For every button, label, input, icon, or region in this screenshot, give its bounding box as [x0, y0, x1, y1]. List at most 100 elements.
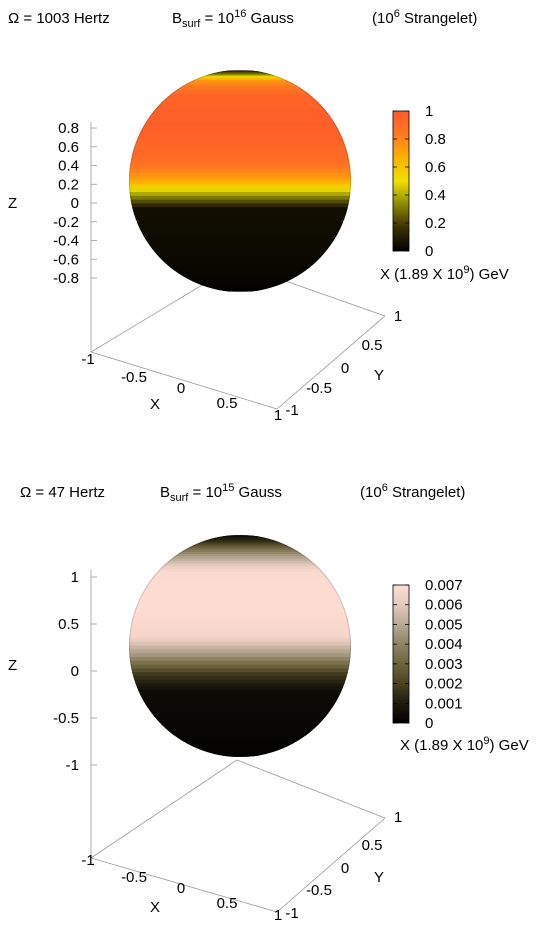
x-tick-label: -1 [81, 852, 94, 869]
panel-1-floor-front-right [276, 315, 386, 410]
colorbar-tick-label: 0 [425, 715, 433, 732]
panel-2-sl-close: Strangelet) [388, 484, 466, 501]
sphere-band [129, 128, 351, 134]
panel-1-y-label: Y [374, 367, 384, 384]
panel-2-strangelet: (106 Strangelet) [360, 482, 465, 501]
sphere-band [129, 254, 351, 258]
sphere-band [129, 750, 351, 753]
sphere-band [129, 146, 351, 152]
sphere-band [129, 630, 351, 635]
x-tick-label: -0.5 [121, 369, 147, 386]
sphere-band [129, 85, 351, 89]
panel-2-z-label: Z [8, 657, 17, 674]
panel-2-title: Ω = 47 Hertz [20, 484, 105, 501]
sphere-band [129, 132, 351, 137]
sphere-band [129, 91, 351, 95]
panel-1: Ω = 1003 Hertz Bsurf = 1016 Gauss (106 S… [8, 8, 509, 424]
sphere-band [129, 96, 351, 100]
sphere-band [129, 78, 351, 81]
x-tick-label: -0.5 [121, 869, 147, 886]
z-tick-label: -0.2 [53, 214, 79, 231]
panel-2-floor-front-right [276, 817, 386, 913]
sphere-band [129, 109, 351, 114]
panel-1-cb-label-post: ) GeV [470, 266, 509, 283]
sphere-band [129, 716, 351, 721]
sphere-band [129, 262, 351, 266]
y-tick-label: -0.5 [306, 380, 332, 397]
sphere-band [129, 649, 351, 655]
sphere-band [129, 568, 351, 573]
sphere-band [129, 184, 351, 190]
panel-2-floor-back-left [90, 759, 238, 859]
sphere-band [129, 719, 351, 724]
sphere-band [129, 161, 351, 167]
colorbar-tick-label: 0.001 [425, 695, 463, 712]
sphere-band [129, 577, 351, 582]
sphere-band [129, 259, 351, 264]
sphere-band [129, 747, 351, 751]
sphere-band [129, 703, 351, 709]
sphere-band [129, 668, 351, 674]
sphere-band [129, 679, 351, 685]
sphere-band [129, 693, 351, 699]
x-tick-label: 0.5 [217, 895, 238, 912]
panel-2-y-ticks: -1 -0.5 0 0.5 1 [285, 809, 402, 922]
sphere-band [129, 74, 351, 77]
sphere-band [129, 89, 351, 93]
colorbar-tick-label: 0 [425, 243, 433, 260]
sphere-band [129, 225, 351, 230]
y-tick-label: 0 [341, 360, 349, 377]
panel-1-omega-value: = 1003 Hertz [19, 10, 109, 27]
panel-1-z-label: Z [8, 195, 17, 212]
colorbar-tick-label: 1 [425, 103, 433, 120]
colorbar-tick-label: 0.4 [425, 187, 446, 204]
sphere-band [129, 597, 351, 602]
colorbar-tick-label: 0.007 [425, 577, 463, 594]
panel-1-sl-exp: 6 [394, 8, 400, 20]
z-tick-label: -1 [66, 757, 79, 774]
sphere-band [129, 749, 351, 752]
x-tick-label: 0 [177, 880, 185, 897]
sphere-band [129, 256, 351, 261]
sphere-band [129, 135, 351, 141]
sphere-band [129, 139, 351, 144]
panel-1-cb-label-pre: X (1.89 X 10 [380, 266, 463, 283]
sphere-band [129, 165, 351, 170]
sphere-band [129, 543, 351, 546]
z-tick-label: 0 [71, 663, 79, 680]
sphere-band [129, 633, 351, 639]
colorbar-tick-label: 0.005 [425, 616, 463, 633]
panel-2-colorbar [392, 584, 410, 724]
sphere-band [129, 142, 351, 148]
z-tick-label: 0.8 [58, 120, 79, 137]
sphere-band [129, 590, 351, 595]
sphere-band [129, 112, 351, 117]
panel-2-bsurf-exp: 15 [222, 482, 234, 494]
panel-2-colorbar-ticks: 0.007 0.006 0.005 0.004 0.003 0.002 0.001 0 [393, 577, 463, 732]
z-tick-label: -0.6 [53, 251, 79, 268]
sphere-band [129, 242, 351, 247]
panel-2-y-label: Y [374, 869, 384, 886]
sphere-band [129, 744, 351, 748]
panel-2-bsurf-sub: surf [170, 492, 189, 504]
panel-2-sphere [129, 535, 351, 757]
panel-2-colorbar-label: X (1.89 X 109) GeV [400, 735, 529, 754]
sphere-band [129, 207, 351, 212]
sphere-band [129, 593, 351, 599]
sphere-band [129, 622, 351, 628]
sphere-band [129, 600, 351, 606]
sphere-band [129, 285, 351, 288]
panel-1-sphere [129, 70, 351, 292]
sphere-band [129, 563, 351, 568]
sphere-band [129, 739, 351, 743]
sphere-band [129, 214, 351, 220]
sphere-band [129, 700, 351, 705]
sphere-band [129, 150, 351, 155]
sphere-band [129, 541, 351, 545]
y-tick-label: 1 [394, 809, 402, 826]
panel-1-y-ticks: -1 -0.5 0 0.5 1 [285, 308, 402, 419]
sphere-band [129, 604, 351, 609]
sphere-band [129, 645, 351, 651]
panel-1-sl-close: Strangelet) [400, 10, 478, 27]
panel-1-colorbar-label: X (1.89 X 109) GeV [380, 264, 509, 283]
